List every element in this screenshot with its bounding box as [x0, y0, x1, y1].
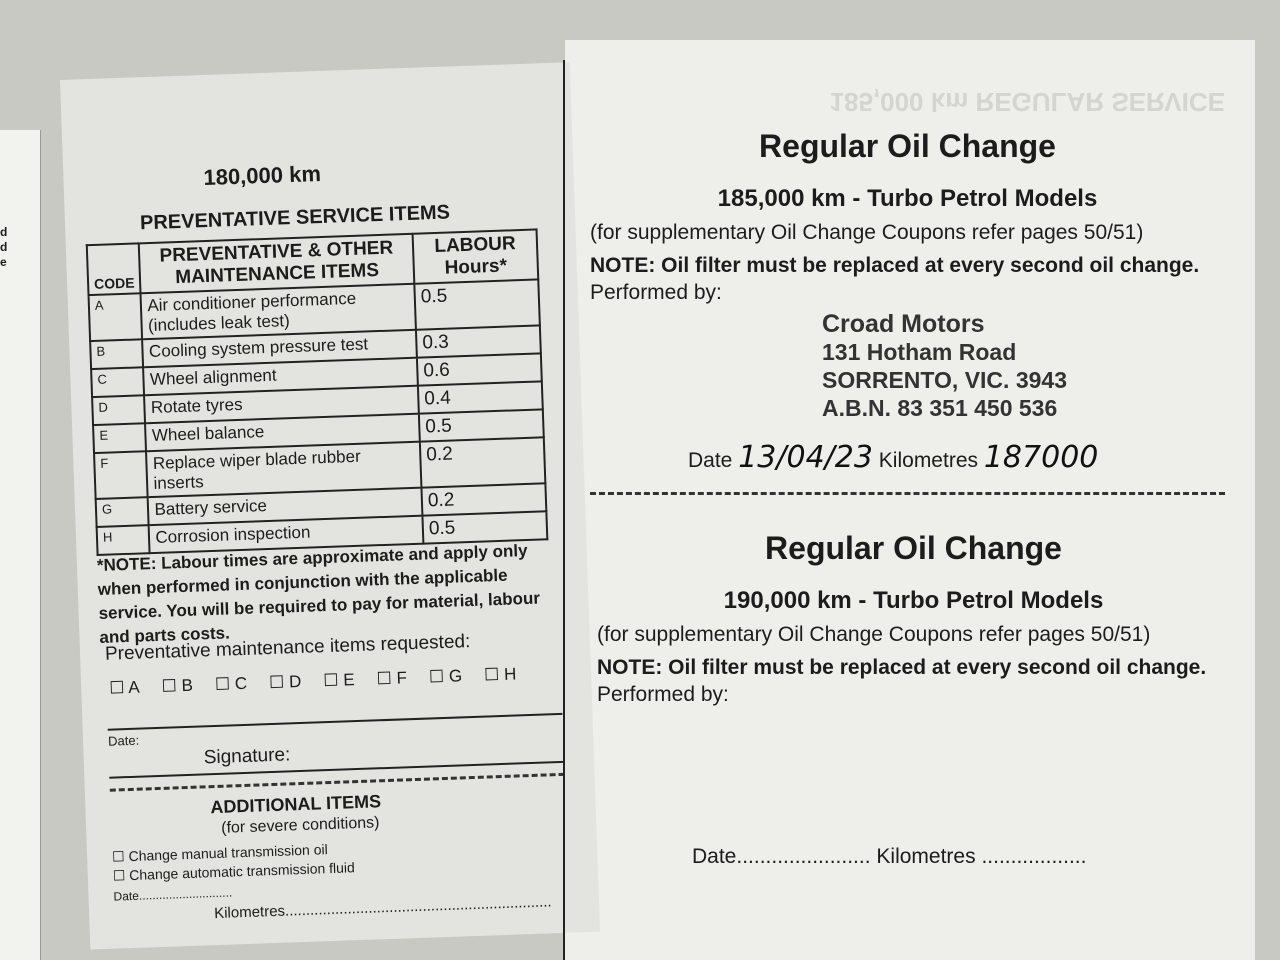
date-label: Date — [688, 449, 733, 472]
cell-hours: 0.4 — [417, 381, 543, 414]
cell-hours: 0.2 — [419, 437, 546, 488]
oil-change-coupon-185000: Regular Oil Change 185,000 km - Turbo Pe… — [590, 128, 1225, 495]
column-header-code: CODE — [86, 243, 141, 296]
stamp-city: SORRENTO, VIC. 3943 — [822, 367, 1067, 393]
date-dots[interactable]: Date............................ — [113, 885, 233, 904]
date-label: Date: — [107, 732, 140, 749]
coupon-subtitle: 190,000 km - Turbo Petrol Models — [723, 587, 1104, 614]
date-value[interactable]: 13/04/23 — [738, 440, 873, 475]
coupon-note: NOTE: Oil filter must be replaced at eve… — [597, 656, 1207, 679]
coupon-reference: (for supplementary Oil Change Coupons re… — [590, 221, 1144, 244]
km-label: Kilometres — [876, 845, 976, 868]
checkbox-e[interactable]: ☐ E — [322, 670, 355, 691]
cell-hours: 0.2 — [421, 483, 547, 516]
column-header-hours: LABOUR Hours* — [412, 229, 539, 284]
checkbox-d[interactable]: ☐ D — [268, 671, 302, 693]
edge-letter: e — [0, 255, 7, 269]
checkbox-label: G — [448, 666, 463, 686]
performed-by-label: Performed by: — [597, 683, 729, 706]
checkbox-b[interactable]: ☐ B — [161, 675, 194, 696]
cell-code: A — [88, 293, 143, 342]
checkbox-label: F — [396, 668, 408, 688]
stamp-abn: A.B.N. 83 351 450 536 — [822, 395, 1058, 421]
cell-code: C — [91, 367, 145, 398]
previous-page-edge: d d e — [0, 130, 41, 960]
checkbox-label: C — [234, 673, 248, 694]
stamp-address: 131 Hotham Road — [822, 339, 1017, 365]
stamp-dealer-name: Croad Motors — [822, 310, 985, 338]
cell-code: D — [92, 395, 146, 426]
coupon-title: Regular Oil Change — [765, 530, 1062, 566]
checkbox-label: B — [181, 675, 194, 696]
checkbox-label: A — [127, 677, 140, 697]
cell-code: B — [90, 339, 144, 370]
coupon-note: NOTE: Oil filter must be replaced at eve… — [590, 254, 1200, 277]
request-line — [107, 712, 563, 731]
additional-subtitle: (for severe conditions) — [220, 814, 380, 837]
date-label: Date — [692, 845, 737, 868]
cell-hours: 0.3 — [415, 325, 541, 358]
checkbox-label: E — [342, 670, 355, 690]
coupon-reference: (for supplementary Oil Change Coupons re… — [597, 623, 1151, 646]
cell-code: E — [93, 423, 147, 454]
service-items-table: CODE PREVENTATIVE & OTHER MAINTENANCE IT… — [86, 228, 549, 556]
edge-letter: d — [0, 240, 8, 254]
cell-hours: 0.6 — [416, 353, 542, 386]
section-title: PREVENTATIVE SERVICE ITEMS — [139, 201, 451, 235]
oil-change-coupon-190000: Regular Oil Change 190,000 km - Turbo Pe… — [597, 530, 1230, 868]
cell-hours: 0.5 — [418, 409, 544, 442]
checkbox-c[interactable]: ☐ C — [214, 673, 248, 694]
dealer-stamp: Croad Motors 131 Hotham Road SORRENTO, V… — [822, 310, 1067, 422]
checkbox-g[interactable]: ☐ G — [428, 666, 463, 687]
page-divider — [563, 60, 565, 960]
edge-letter: d — [0, 225, 8, 239]
requested-checkboxes: ☐ A ☐ B ☐ C ☐ D ☐ E ☐ F ☐ G ☐ H — [109, 664, 539, 699]
coupon-subtitle: 185,000 km - Turbo Petrol Models — [717, 185, 1098, 212]
checkbox-f[interactable]: ☐ F — [376, 668, 408, 689]
date-km-line: Date....................... Kilometres .… — [692, 845, 1086, 869]
page-heading: 180,000 km — [203, 160, 322, 191]
left-page: 180,000 km PREVENTATIVE SERVICE ITEMS CO… — [60, 62, 601, 950]
labour-note: *NOTE: Labour times are approximate and … — [96, 540, 541, 647]
km-field[interactable]: .................. — [981, 845, 1087, 868]
date-km-line: Date 13/04/23 Kilometres 187000 — [688, 440, 1098, 475]
date-field[interactable]: ....................... — [736, 845, 871, 868]
bleed-through-heading: 185,000 km REGULAR SERVICE — [829, 87, 1225, 117]
cell-code: G — [95, 497, 150, 527]
cell-code: H — [96, 525, 151, 555]
cell-hours: 0.5 — [414, 279, 540, 330]
checkbox-label: D — [288, 671, 302, 692]
coupon-title: Regular Oil Change — [759, 128, 1056, 164]
performed-by-label: Performed by: — [590, 281, 722, 304]
signature-label: Signature: — [203, 744, 291, 769]
right-page: 185,000 km REGULAR SERVICE Regular Oil C… — [565, 40, 1255, 960]
cut-line — [590, 492, 1225, 495]
km-dots[interactable]: Kilometres..............................… — [213, 893, 552, 923]
cell-code: F — [94, 451, 149, 500]
checkbox-label: H — [503, 664, 517, 684]
km-value[interactable]: 187000 — [983, 440, 1099, 475]
checkbox-a[interactable]: ☐ A — [108, 677, 140, 698]
checkbox-h[interactable]: ☐ H — [483, 664, 517, 685]
km-label: Kilometres — [878, 449, 978, 472]
